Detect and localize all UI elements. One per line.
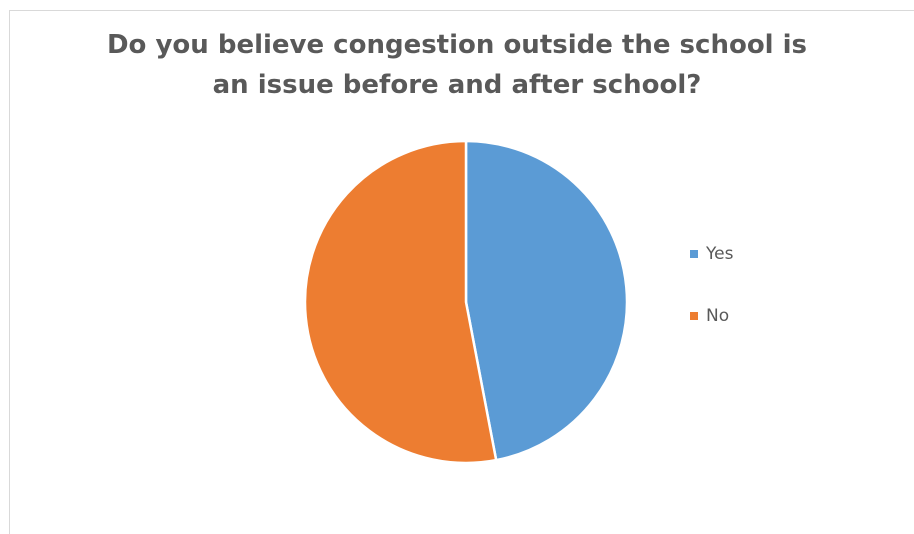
legend-item-yes: Yes: [690, 240, 733, 268]
legend-item-no: No: [690, 302, 733, 330]
pie-slice-yes: [466, 141, 627, 460]
legend-swatch-yes: [690, 250, 698, 258]
legend-label-yes: Yes: [706, 244, 733, 264]
pie-slices: [305, 141, 627, 463]
legend: Yes No: [690, 240, 733, 364]
legend-swatch-no: [690, 312, 698, 320]
legend-label-no: No: [706, 306, 729, 326]
